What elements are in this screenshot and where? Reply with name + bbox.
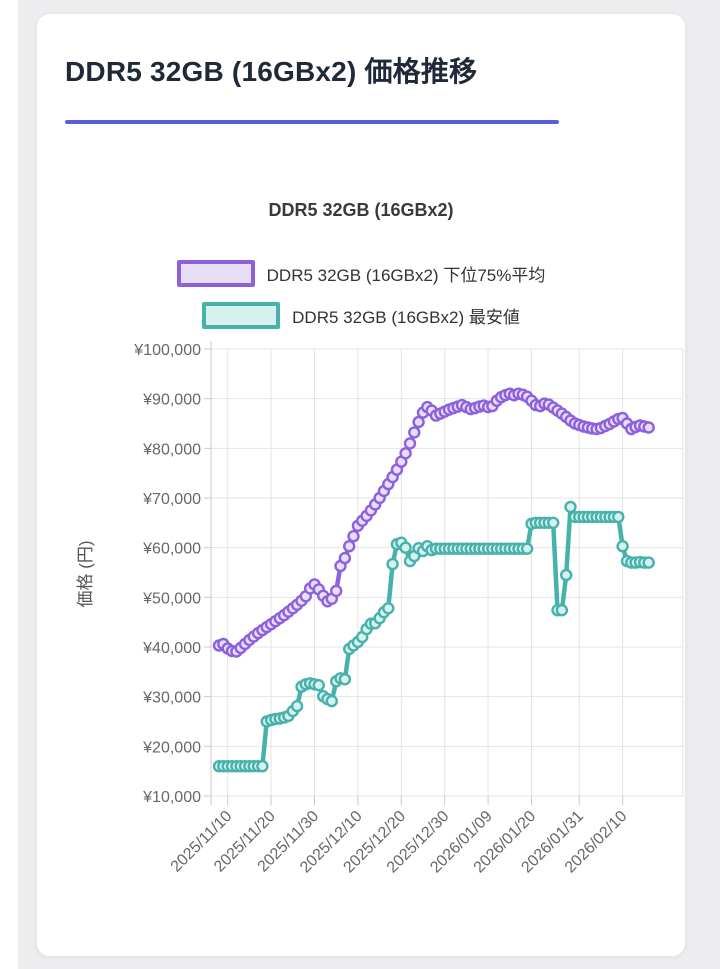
page-gutter — [0, 0, 18, 969]
series-min — [212, 500, 655, 773]
y-tick-label: ¥80,000 — [142, 441, 201, 458]
legend-item-min[interactable]: DDR5 32GB (16GBx2) 最安値 — [37, 302, 685, 329]
series-avg75 — [212, 387, 655, 658]
y-tick-label: ¥50,000 — [142, 590, 201, 607]
legend-swatch-avg75 — [176, 260, 255, 287]
y-tick-label: ¥60,000 — [142, 541, 201, 558]
y-tick-label: ¥20,000 — [142, 739, 201, 756]
y-tick-label: ¥40,000 — [142, 640, 201, 657]
y-tick-label: ¥30,000 — [142, 690, 201, 707]
y-tick-label: ¥90,000 — [142, 392, 201, 409]
y-axis-title: 価格 (円) — [76, 540, 95, 608]
chart-card: DDR5 32GB (16GBx2) 価格推移 DDR5 32GB (16GBx… — [36, 13, 686, 957]
price-chart-plot[interactable]: ¥10,000 ¥20,000 ¥30,000 ¥40,000 ¥50,000 ¥60,0… — [37, 14, 685, 954]
legend-label-min: DDR5 32GB (16GBx2) 最安値 — [292, 308, 520, 327]
y-tick-label: ¥100,000 — [133, 342, 201, 359]
legend-swatch-min — [202, 302, 281, 329]
y-tick-label: ¥10,000 — [142, 789, 201, 806]
legend-item-avg75[interactable]: DDR5 32GB (16GBx2) 下位75%平均 — [37, 260, 685, 287]
axes — [204, 341, 624, 805]
page-title: DDR5 32GB (16GBx2) 価格推移 — [65, 56, 478, 87]
y-tick-label: ¥70,000 — [142, 491, 201, 508]
title-underline — [65, 120, 559, 124]
legend-label-avg75: DDR5 32GB (16GBx2) 下位75%平均 — [266, 266, 546, 285]
chart-title: DDR5 32GB (16GBx2) — [268, 200, 454, 220]
